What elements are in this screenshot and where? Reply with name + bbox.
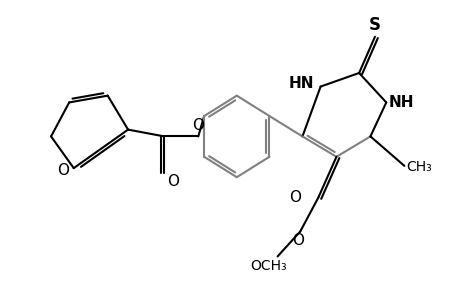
Text: NH: NH: [388, 95, 413, 110]
Text: O: O: [167, 174, 179, 189]
Text: O: O: [289, 190, 301, 205]
Text: S: S: [368, 16, 380, 34]
Text: O: O: [57, 163, 69, 178]
Text: OCH₃: OCH₃: [250, 259, 286, 273]
Text: CH₃: CH₃: [406, 160, 431, 174]
Text: O: O: [291, 233, 303, 248]
Text: HN: HN: [288, 76, 313, 91]
Text: O: O: [192, 118, 204, 133]
